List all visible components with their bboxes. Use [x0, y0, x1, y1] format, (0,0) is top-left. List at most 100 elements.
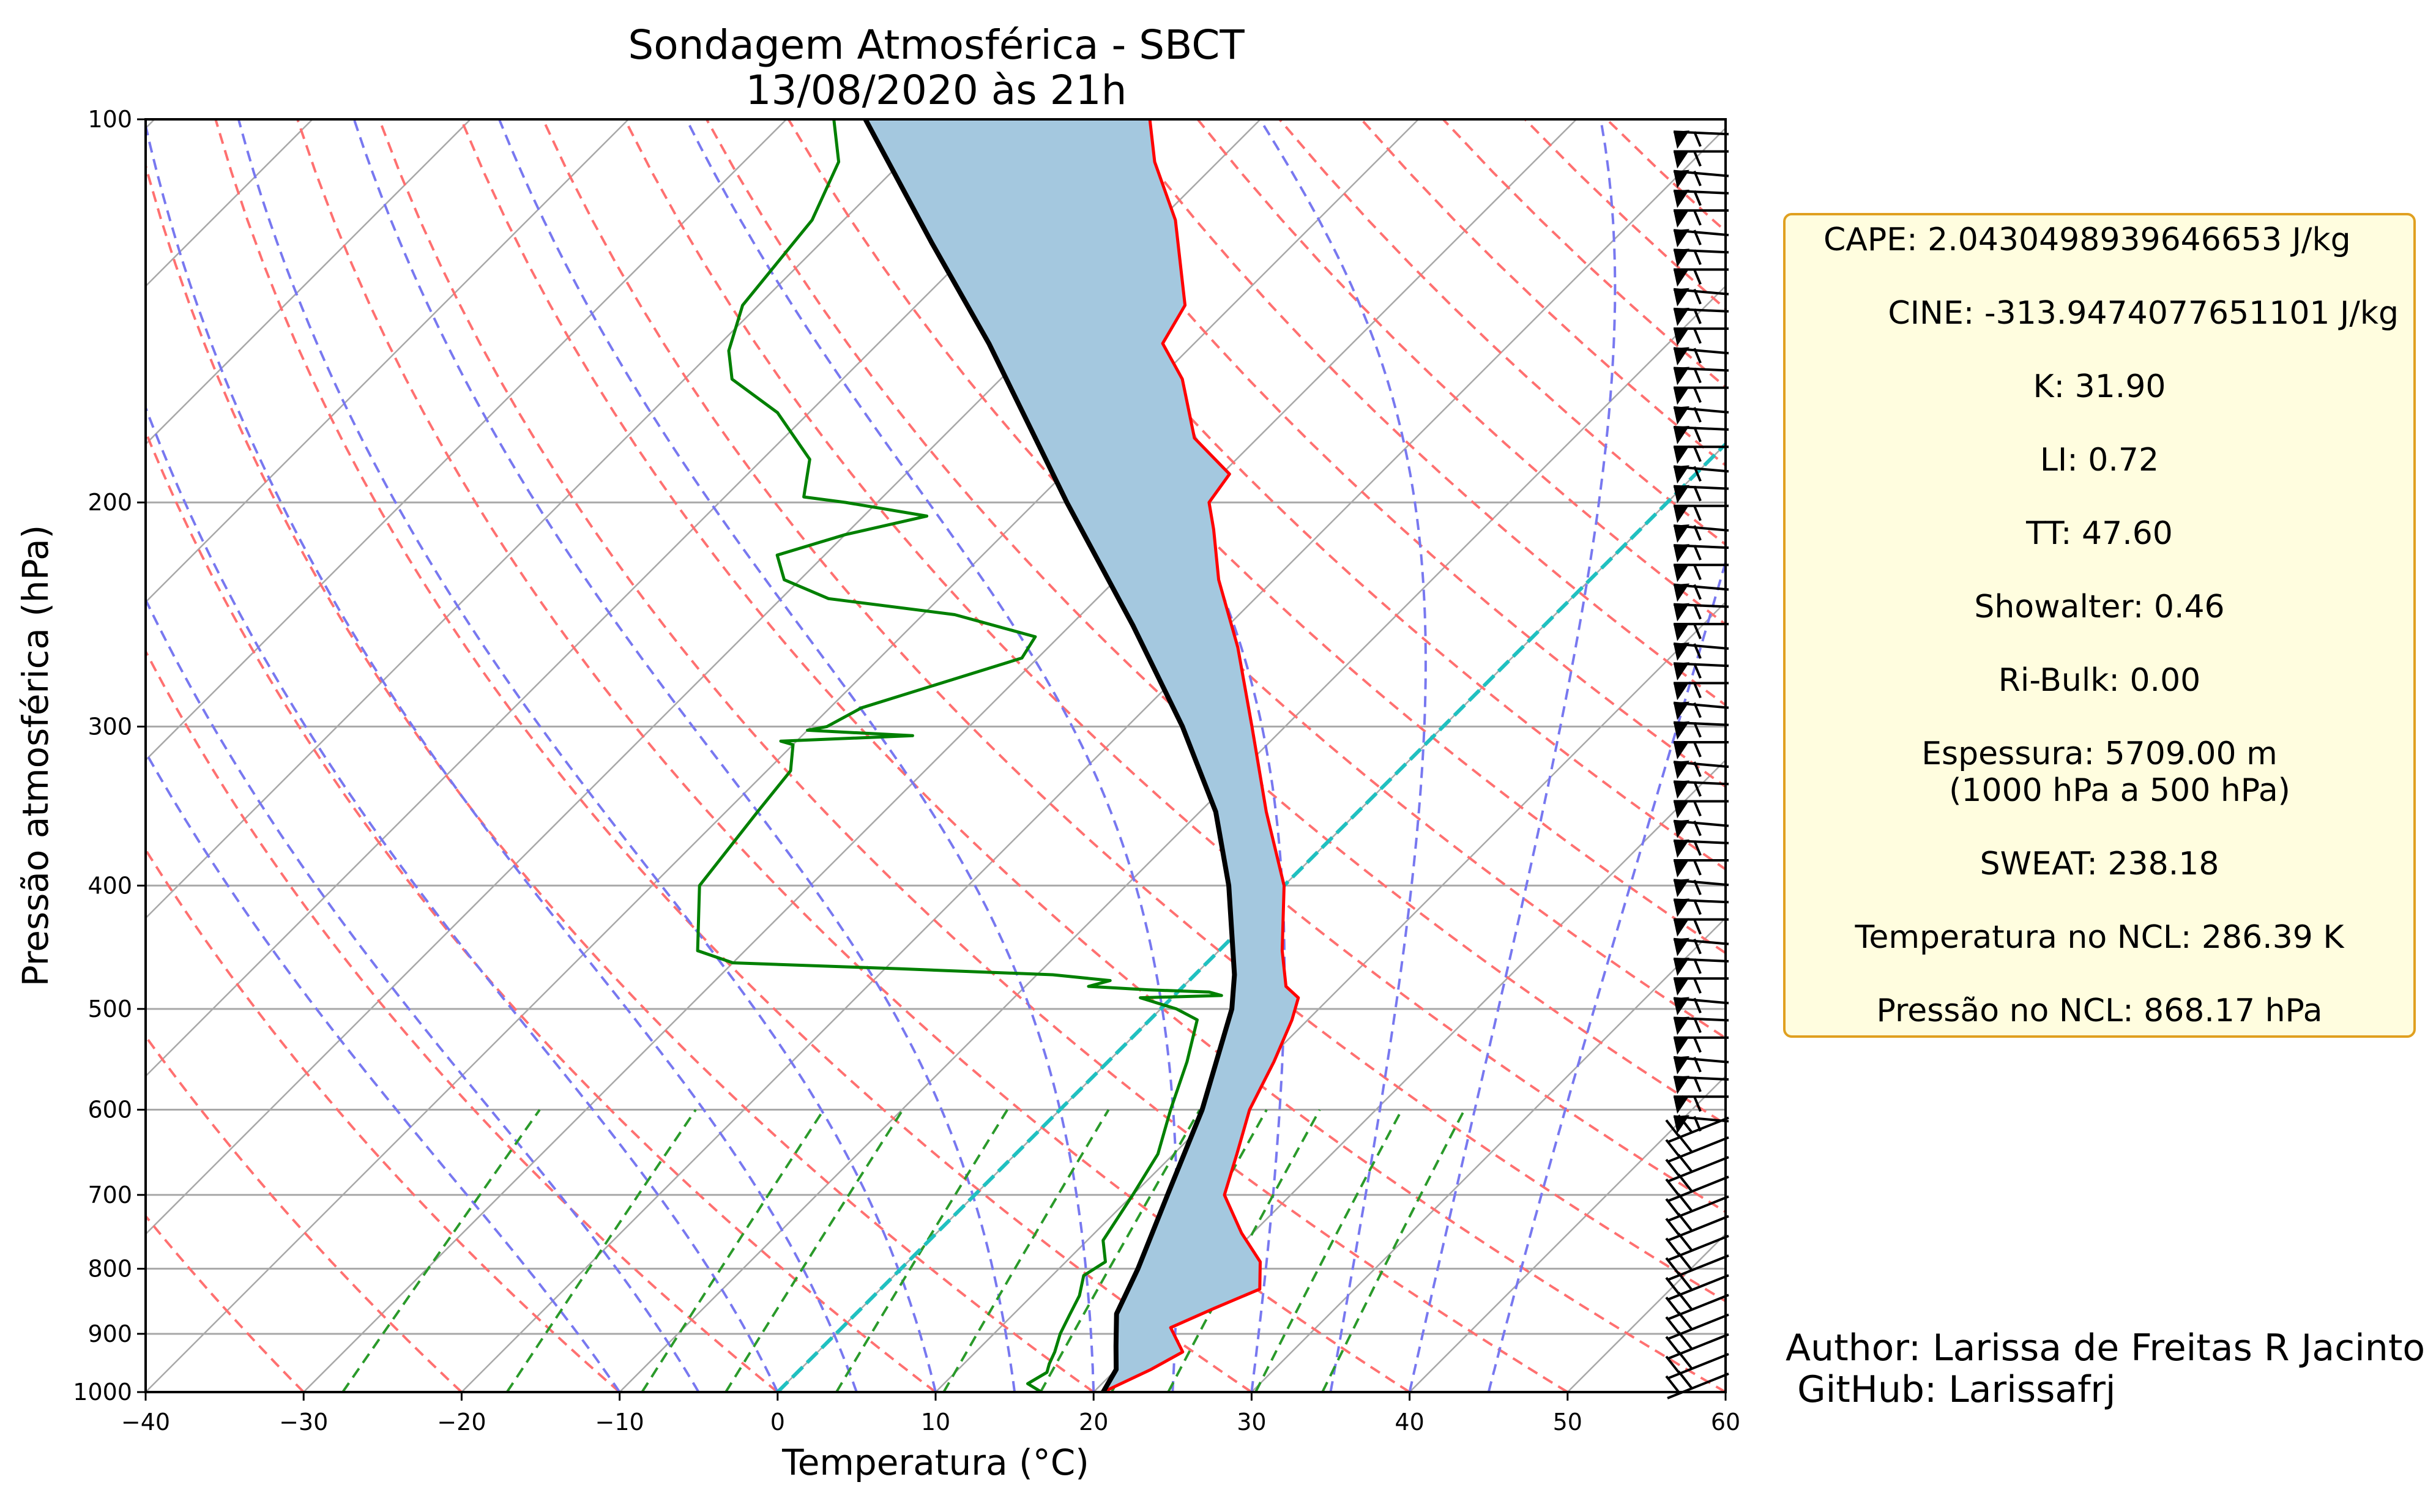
- chart-title: Sondagem Atmosférica - SBCT: [628, 21, 1245, 69]
- mixing-ratio-line: [641, 1109, 825, 1392]
- barb-staff: [1667, 1195, 1729, 1223]
- moist-adiabat: [146, 750, 621, 1392]
- wind-barb: [1674, 800, 1729, 819]
- wind-barb: [1673, 819, 1729, 838]
- x-tick-label: 10: [921, 1409, 950, 1436]
- barb-feather: [1693, 1115, 1702, 1132]
- x-axis-label: Temperatura (°C): [781, 1442, 1089, 1483]
- wind-barb: [1673, 288, 1729, 307]
- barb-feather: [1693, 1057, 1702, 1073]
- barb-feather: [1693, 624, 1702, 639]
- barb-feather: [1693, 860, 1702, 876]
- moist-adiabat: [146, 404, 779, 1392]
- barb-feather: [1693, 584, 1702, 600]
- barb-feather: [1693, 958, 1702, 974]
- y-tick-label: 700: [88, 1182, 132, 1208]
- barb-feather: [1693, 643, 1702, 659]
- tt-value: TT: 47.60: [2026, 515, 2173, 552]
- wind-barb: [1674, 1095, 1729, 1114]
- dry-adiabat: [706, 119, 1726, 1126]
- barb-feather: [1693, 387, 1702, 403]
- barb-pennant: [1674, 288, 1689, 307]
- wind-barb: [1673, 603, 1729, 622]
- wind-barb: [1673, 367, 1729, 385]
- barb-pennant: [1674, 780, 1689, 799]
- barb-pennant: [1674, 918, 1689, 937]
- barb-pennant: [1674, 622, 1689, 641]
- barb-feather: [1693, 702, 1702, 718]
- moist-adiabat: [1408, 119, 1617, 1392]
- barb-pennant: [1674, 819, 1689, 838]
- wind-barb: [1674, 1036, 1729, 1055]
- isotherm-line: [303, 119, 1577, 1392]
- barb-feather: [1693, 820, 1702, 836]
- barb-feather: [1693, 348, 1702, 364]
- li-value: LI: 0.72: [2039, 442, 2159, 479]
- barb-staff: [1667, 1372, 1729, 1399]
- barb-feather: [1693, 781, 1702, 797]
- wind-barb: [1673, 347, 1729, 366]
- barb-feather: [1693, 1096, 1702, 1112]
- barb-feather: [1693, 879, 1702, 896]
- isotherm-line: [146, 119, 788, 761]
- wind-barb: [1673, 761, 1729, 780]
- barb-feather: [1693, 978, 1702, 994]
- thickness-value: Espessura: 5709.00 m (1000 hPa a 500 hPa…: [1921, 736, 2290, 809]
- barb-feather: [1693, 939, 1702, 955]
- barb-pennant: [1674, 347, 1689, 366]
- barb-feather: [1693, 545, 1702, 560]
- wind-barb: [1673, 1076, 1729, 1095]
- dry-adiabat: [146, 160, 1095, 1392]
- barb-pennant: [1674, 642, 1689, 661]
- wind-barb: [1673, 229, 1729, 248]
- mixing-ratio-line: [505, 1109, 697, 1392]
- barb-pennant: [1674, 977, 1689, 996]
- barb-staff: [1667, 1136, 1729, 1163]
- wind-barb: [1673, 997, 1729, 1016]
- barb-pennant: [1674, 229, 1689, 248]
- wind-barb: [1673, 1115, 1729, 1134]
- barb-pennant: [1674, 130, 1689, 149]
- barb-feather: [1693, 603, 1702, 620]
- y-tick-label: 200: [88, 489, 132, 516]
- barb-staff: [1667, 1274, 1729, 1301]
- moist-adiabat: [146, 120, 858, 1392]
- barb-pennant: [1674, 1036, 1689, 1055]
- temperature-profile: [1102, 119, 1300, 1392]
- barb-staff: [1667, 1313, 1729, 1341]
- isotherm-line: [146, 119, 629, 603]
- wind-barb: [1673, 780, 1729, 799]
- barb-pennant: [1674, 839, 1689, 858]
- wind-barb: [1673, 898, 1729, 917]
- wind-barb: [1674, 268, 1729, 287]
- x-tick-label: −20: [437, 1409, 486, 1436]
- mixing-ratio-line: [341, 1109, 541, 1392]
- wind-barb: [1674, 918, 1729, 937]
- wind-barb: [1673, 839, 1729, 858]
- y-tick-label: 800: [88, 1255, 132, 1282]
- y-tick-label: 100: [88, 106, 132, 133]
- moist-adiabat: [352, 119, 1016, 1392]
- barb-feather: [1693, 190, 1702, 206]
- github-credit: GitHub: Larissafrj: [1786, 1368, 2116, 1411]
- barb-feather: [1693, 800, 1702, 817]
- wind-barb: [1673, 130, 1729, 149]
- barb-pennant: [1674, 937, 1689, 956]
- barb-feather: [1693, 525, 1702, 541]
- barb-feather: [1693, 722, 1702, 738]
- moist-adiabat: [1259, 119, 1427, 1392]
- mixing-ratio-line: [1321, 1109, 1466, 1392]
- y-tick-label: 600: [88, 1097, 132, 1123]
- mixing-ratio-line: [1039, 1109, 1201, 1392]
- wind-barb: [1673, 406, 1729, 425]
- y-tick-label: 900: [88, 1320, 132, 1347]
- barb-pennant: [1674, 169, 1689, 188]
- barb-feather: [1693, 899, 1702, 915]
- wind-barb: [1674, 682, 1729, 701]
- wind-barb: [1673, 701, 1729, 720]
- wind-barb: [1673, 583, 1729, 602]
- cine-value: CINE: -313.9474077651101 J/kg: [1888, 295, 2399, 332]
- barb-staff: [1667, 1116, 1729, 1144]
- barb-feather: [1693, 997, 1702, 1014]
- barb-staff: [1667, 1333, 1729, 1360]
